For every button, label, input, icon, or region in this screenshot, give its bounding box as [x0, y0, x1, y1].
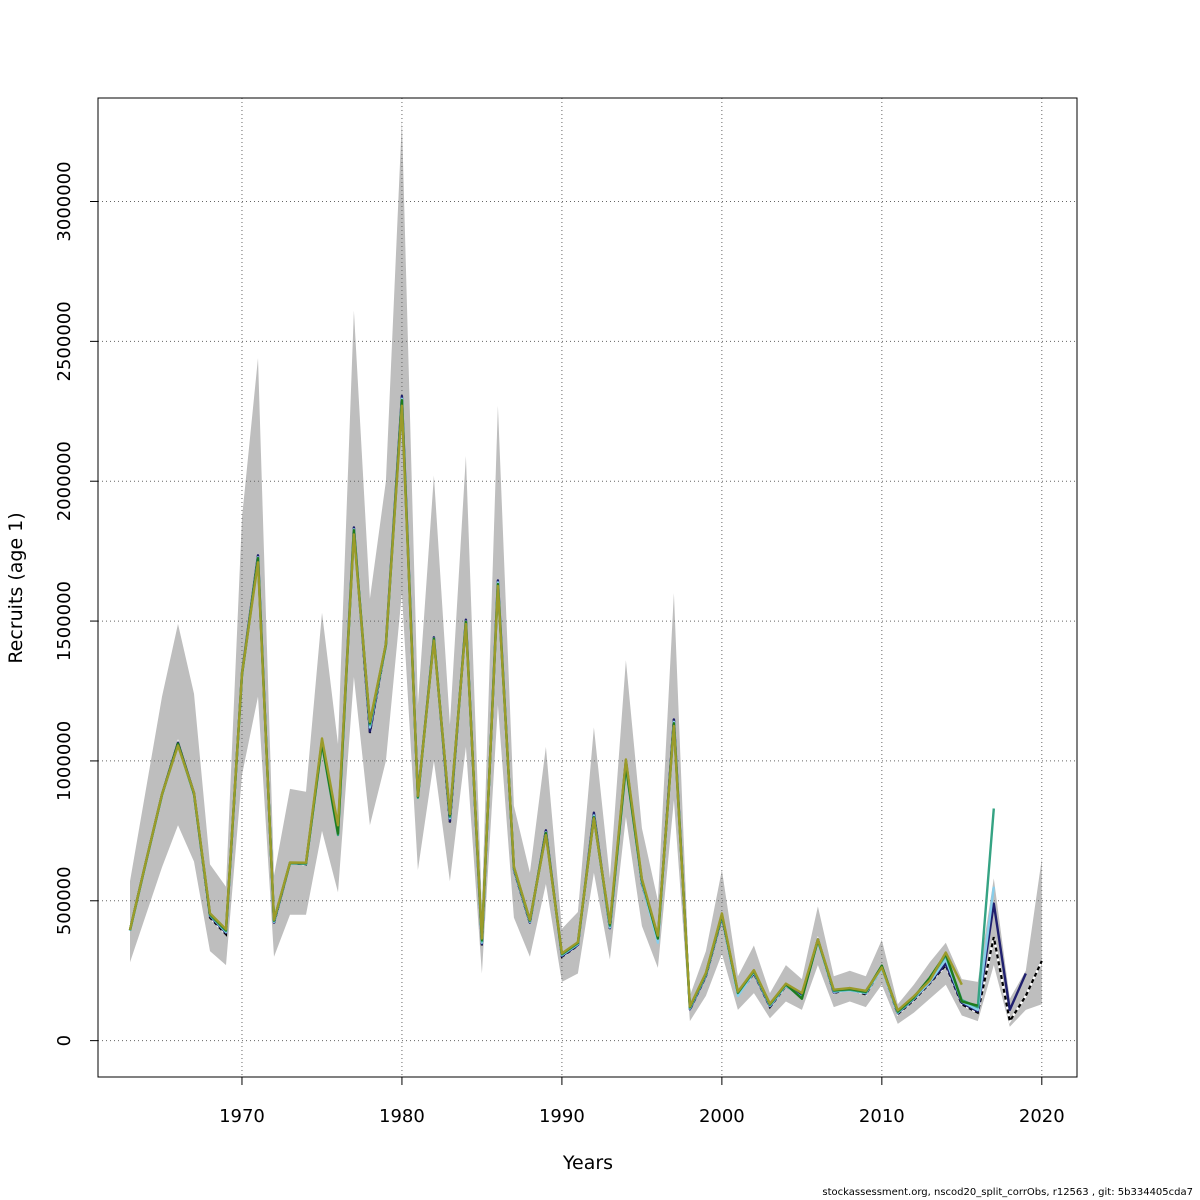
y-axis-title: Recruits (age 1): [5, 512, 27, 663]
y-tick-label: 0: [54, 1035, 75, 1046]
x-axis: 1970 1980 1990 2000 2010 2020: [219, 1077, 1065, 1127]
y-tick-label: 1500000: [54, 581, 75, 661]
x-tick-label: 1970: [219, 1106, 265, 1127]
y-tick-label: 2500000: [54, 301, 75, 381]
y-tick-label: 3000000: [54, 161, 75, 241]
x-tick-label: 2010: [859, 1106, 905, 1127]
y-tick-label: 2000000: [54, 441, 75, 521]
series-layer: [128, 394, 1043, 1025]
x-tick-label: 2020: [1019, 1106, 1065, 1127]
y-tick-label: 500000: [54, 866, 75, 935]
plot-frame: [97, 97, 1078, 1078]
confidence-band: [130, 120, 1042, 1027]
x-tick-label: 2000: [699, 1106, 745, 1127]
footer-credit: stockassessment.org, nscod20_split_corrO…: [822, 1187, 1193, 1198]
x-tick-label: 1980: [379, 1106, 425, 1127]
x-tick-label: 1990: [539, 1106, 585, 1127]
y-tick-label: 1000000: [54, 721, 75, 801]
series-line-5: [128, 404, 963, 1012]
confidence-band-layer: [130, 120, 1042, 1027]
x-axis-title: Years: [562, 1152, 613, 1174]
y-axis: 0 500000 1000000 1500000 2000000 2500000 30000…: [54, 161, 98, 1046]
